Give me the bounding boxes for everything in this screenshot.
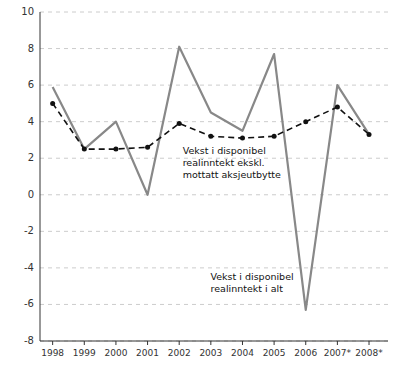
- chart: -8 -6 -4 -2 0 2 4 6 8 10 1998 1999 2000 2001 2002 2003 2…: [0, 0, 400, 369]
- annotation-line: realinntekt ekskl.: [183, 157, 265, 168]
- y-tick-label: -6: [24, 298, 34, 309]
- x-tick: [274, 341, 275, 345]
- y-tick-label: -4: [24, 262, 34, 273]
- x-tick-label: 2000: [104, 348, 127, 358]
- series-marker: [145, 145, 150, 150]
- series-marker: [303, 119, 308, 124]
- x-tick-label: 2003: [199, 348, 222, 358]
- y-tick-label: -8: [24, 335, 34, 346]
- annotation-line: Vekst i disponibel: [183, 145, 266, 156]
- y-tick-label: -2: [24, 225, 34, 236]
- x-tick: [179, 341, 180, 345]
- grid-line: [40, 267, 388, 268]
- x-tick: [147, 341, 148, 345]
- y-tick-label: 8: [28, 43, 34, 54]
- series-marker: [50, 101, 55, 106]
- grid-line: [40, 304, 388, 305]
- annotation-line: Vekst i disponibel: [211, 271, 294, 282]
- y-tick-label: 6: [28, 79, 34, 90]
- x-tick-label: 1999: [73, 348, 96, 358]
- series-marker: [367, 132, 372, 137]
- grid-line: [40, 85, 388, 86]
- series-line: [53, 47, 369, 310]
- annotation: Vekst i disponibelrealinntekt i alt: [211, 271, 294, 294]
- y-tick-label: 0: [28, 189, 34, 200]
- y-tick-label: 2: [28, 152, 34, 163]
- grid-line: [40, 12, 388, 13]
- grid-line: [40, 341, 388, 342]
- x-tick: [337, 341, 338, 345]
- grid-line: [40, 48, 388, 49]
- x-tick-label: 2005: [263, 348, 286, 358]
- x-tick: [52, 341, 53, 345]
- annotation-line: mottatt aksjeutbytte: [183, 169, 281, 180]
- series-marker: [335, 105, 340, 110]
- x-tick-label: 2002: [168, 348, 191, 358]
- series-marker: [272, 134, 277, 139]
- x-tick: [115, 341, 116, 345]
- plot-area: [50, 47, 371, 310]
- annotation: Vekst i disponibelrealinntekt ekskl.mott…: [183, 145, 281, 180]
- x-tick-label: 2008*: [355, 348, 383, 358]
- x-tick-label: 1998: [41, 348, 64, 358]
- x-tick: [242, 341, 243, 345]
- x-tick: [369, 341, 370, 345]
- grid-line: [40, 121, 388, 122]
- grid-line: [40, 231, 388, 232]
- annotation-line: realinntekt i alt: [211, 283, 284, 294]
- x-tick: [305, 341, 306, 345]
- y-axis-line: [40, 12, 41, 341]
- y-tick-label: 4: [28, 116, 34, 127]
- y-tick-label: 10: [21, 6, 34, 17]
- x-tick-label: 2007*: [324, 348, 352, 358]
- series-marker: [82, 147, 87, 152]
- series-marker: [177, 121, 182, 126]
- x-tick: [84, 341, 85, 345]
- series-marker: [240, 136, 245, 141]
- series-line: [53, 103, 369, 149]
- x-tick-label: 2006: [294, 348, 317, 358]
- x-tick-label: 2004: [231, 348, 254, 358]
- series-marker: [113, 147, 118, 152]
- x-axis-line: [40, 341, 388, 342]
- grid-line: [40, 194, 388, 195]
- series-marker: [208, 134, 213, 139]
- x-tick: [210, 341, 211, 345]
- x-tick-label: 2001: [136, 348, 159, 358]
